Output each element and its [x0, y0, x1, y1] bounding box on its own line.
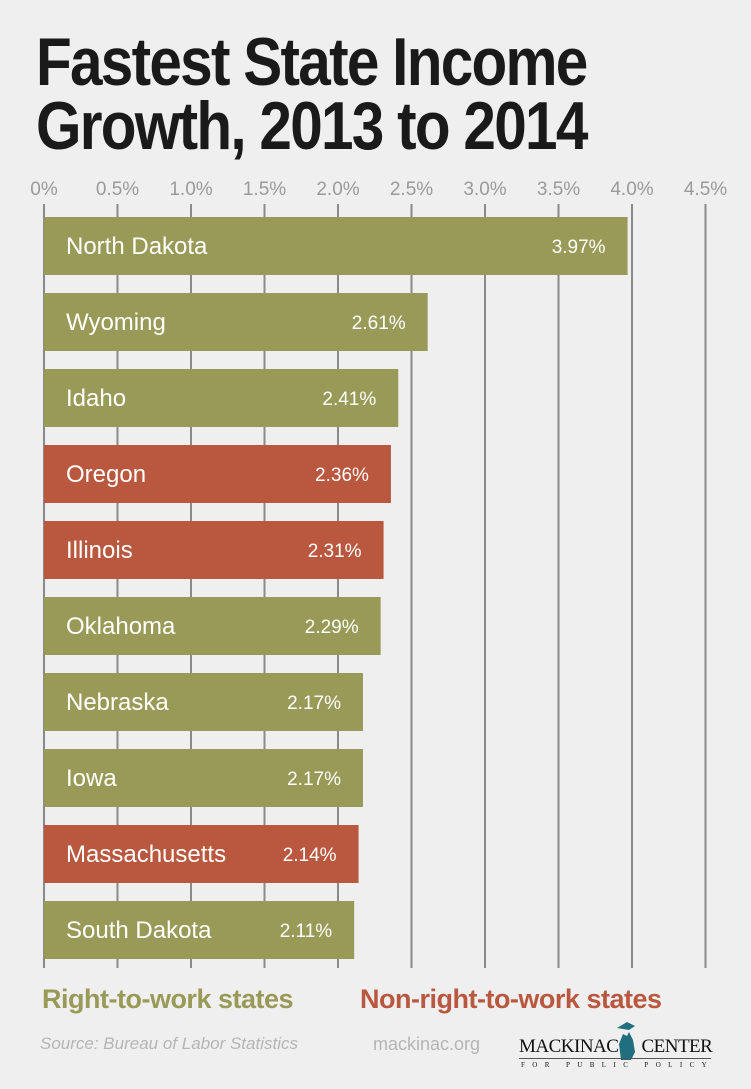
website-link[interactable]: mackinac.org [373, 1034, 481, 1054]
logo-name-right: CENTER [641, 1036, 713, 1057]
x-tick-label: 4.5% [684, 179, 727, 200]
x-tick-label: 0.5% [96, 179, 139, 200]
bar-oklahoma [44, 597, 381, 655]
x-tick-label: 3.0% [463, 179, 506, 200]
bar-value-label: 2.11% [280, 921, 333, 942]
bar-category-label: Nebraska [66, 689, 169, 716]
bar-oregon [44, 445, 391, 503]
title-line-1: Fastest State Income [36, 24, 588, 100]
bar-illinois [44, 521, 384, 579]
x-tick-label: 0% [30, 179, 58, 200]
bar-iowa [44, 749, 363, 807]
bar-category-label: Oklahoma [66, 613, 176, 640]
x-tick-label: 1.0% [169, 179, 212, 200]
bar-value-label: 2.29% [305, 617, 359, 638]
x-tick-label: 1.5% [243, 179, 286, 200]
bar-value-label: 2.17% [287, 769, 341, 790]
source-note: Source: Bureau of Labor Statistics [40, 1034, 298, 1053]
bar-north-dakota [44, 217, 628, 275]
bar-category-label: South Dakota [66, 917, 212, 944]
legend-non-right-to-work: Non-right-to-work states [360, 984, 662, 1014]
bar-nebraska [44, 673, 363, 731]
bar-category-label: Idaho [66, 385, 126, 412]
x-tick-label: 4.0% [610, 179, 653, 200]
x-tick-label: 3.5% [537, 179, 580, 200]
bar-south-dakota [44, 901, 355, 959]
bar-value-label: 2.61% [352, 313, 406, 334]
bar-value-label: 2.41% [322, 389, 376, 410]
x-tick-label: 2.0% [316, 179, 359, 200]
bar-category-label: Massachusetts [66, 841, 226, 868]
bar-value-label: 2.31% [308, 541, 362, 562]
x-tick-label: 2.5% [390, 179, 433, 200]
title-line-2: Growth, 2013 to 2014 [36, 88, 588, 164]
bar-category-label: Wyoming [66, 309, 166, 336]
legend-right-to-work: Right-to-work states [42, 984, 294, 1014]
logo-name-left: MACKINAC [519, 1036, 619, 1057]
bar-value-label: 2.17% [287, 693, 341, 714]
michigan-icon [617, 1022, 635, 1060]
bar-category-label: Illinois [66, 537, 133, 564]
bar-value-label: 3.97% [552, 237, 606, 258]
bar-category-label: Iowa [66, 765, 117, 792]
bar-value-label: 2.36% [315, 465, 369, 486]
bar-value-label: 2.14% [283, 845, 337, 866]
bar-idaho [44, 369, 399, 427]
chart-title: Fastest State Income Growth, 2013 to 201… [36, 24, 588, 164]
bar-category-label: Oregon [66, 461, 146, 488]
bar-category-label: North Dakota [66, 233, 208, 260]
bar-chart: 0% 0.5% 1.0% 1.5% 2.0% 2.5% 3.0% 3.5% 4.0% 4.5% No… [30, 179, 727, 968]
bar-massachusetts [44, 825, 359, 883]
logo-rule [519, 1058, 711, 1059]
mackinac-center-logo: MACKINAC CENTER FOR PUBLIC POLICY [519, 1020, 714, 1069]
bar-wyoming [44, 293, 428, 351]
logo-subtitle: FOR PUBLIC POLICY [521, 1061, 715, 1069]
